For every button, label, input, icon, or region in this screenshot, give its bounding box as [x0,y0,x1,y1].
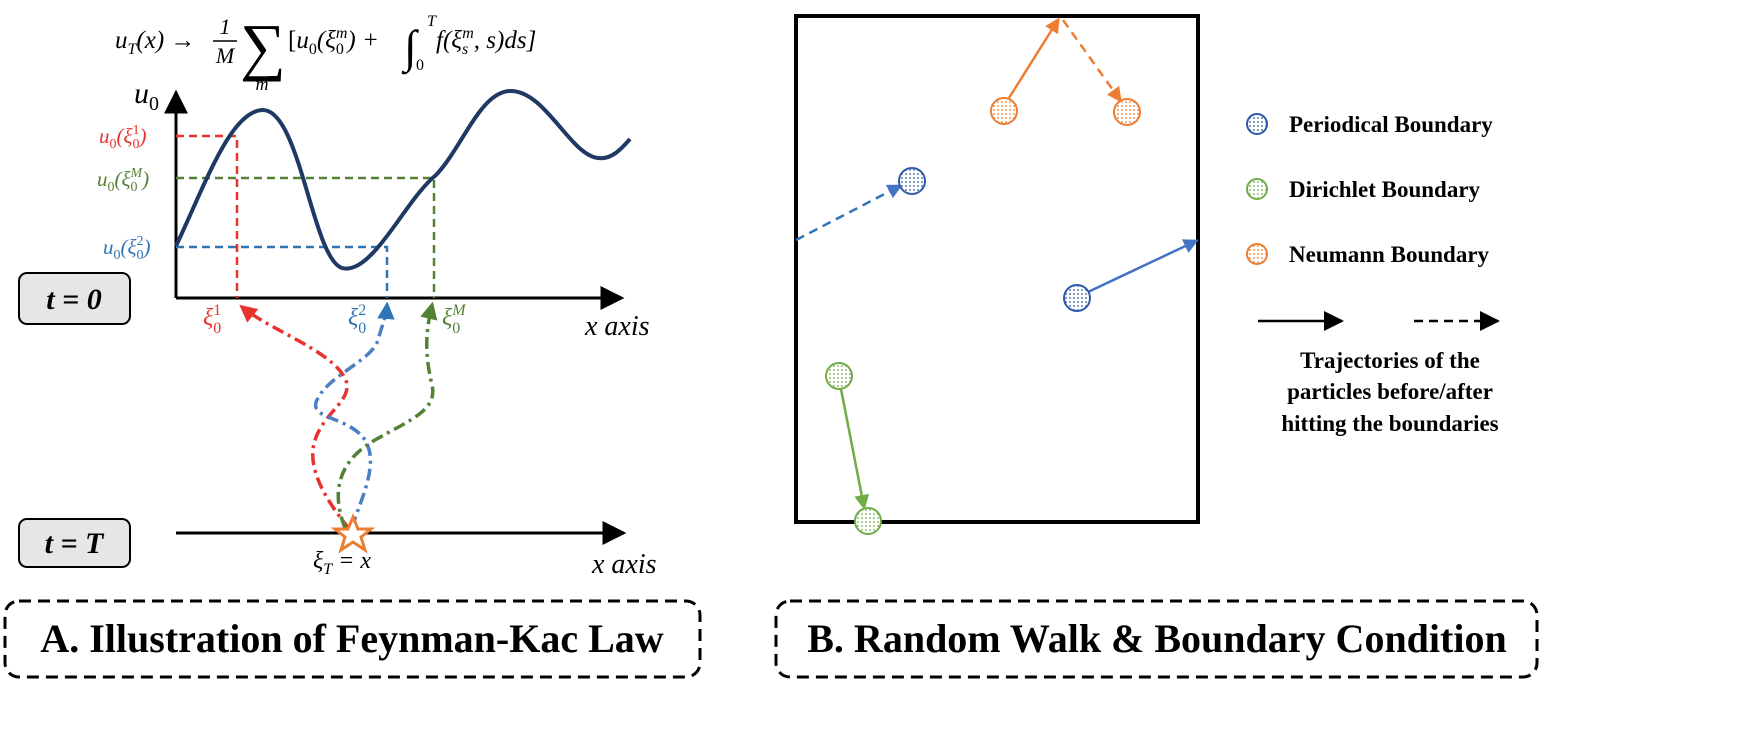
y-label-u0-xiM: u0(ξ0M) [97,166,149,195]
legend-dirichlet-label: Dirichlet Boundary [1289,177,1481,202]
periodical-solid-trajectory [1087,239,1199,294]
trajectory-note-line-2: particles before/after [1287,379,1493,404]
formula-int-lower: 0 [416,57,424,74]
panel-a: uT(x) → 1 M ∑ m [u0(ξ0m) + ∫ T 0 f(ξsm, … [3,11,702,679]
neumann-particle-left [990,97,1018,125]
y-label-u0-xi1: u0(ξ01) [99,123,147,152]
dirichlet-solid-trajectory [839,388,870,510]
xi-T-label: ξT = x [313,548,371,578]
trajectory-note-line-3: hitting the boundaries [1281,411,1498,436]
xiM-guide-line [176,176,436,298]
caption-b: B. Random Walk & Boundary Condition [807,616,1506,661]
path-red [239,304,352,532]
formula-integrand: f(ξsm, s)ds] [436,25,536,58]
x-axis-bottom-label: x axis [591,549,657,580]
legend-neumann-label: Neumann Boundary [1289,242,1490,267]
formula-sum-index: m [256,74,269,94]
formula-frac-num: 1 [220,14,231,39]
formula-frac-den: M [215,43,236,68]
star-icon [330,513,376,554]
feynman-kac-formula: uT(x) → [115,27,195,58]
periodical-dashed-trajectory [795,184,903,242]
trajectory-note-line-1: Trajectories of the [1300,348,1480,373]
formula-integral: ∫ [401,21,419,75]
x-label-xi2: ξ02 [348,302,366,337]
path-green [336,301,438,529]
periodical-particle-bottom [1063,284,1091,312]
xi1-guide-line [176,134,239,298]
formula-sum: ∑ [240,11,286,82]
tT-label: t = T [45,527,105,560]
formula-int-upper: T [427,13,437,30]
legend-neumann-marker [1246,243,1268,265]
u0-curve [174,88,632,271]
neumann-particle-right [1113,98,1141,126]
legend-dirichlet-marker [1246,178,1268,200]
y-label-u0-xi2: u0(ξ02) [103,234,151,263]
caption-a-box [3,599,702,679]
caption-b-box [774,599,1539,679]
t0-label: t = 0 [46,283,101,316]
neumann-solid-trajectory [1007,17,1060,99]
u0-axis-label: u0 [134,77,159,115]
x-axis-top-label: x axis [584,311,650,342]
legend-periodical-marker [1246,113,1268,135]
dirichlet-particle-bottom [854,507,882,535]
t0-box [18,272,131,325]
formula-body: [u0(ξ0m) + [288,25,379,58]
caption-a: A. Illustration of Feynman-Kac Law [40,616,663,661]
x-label-xiM: ξ0M [442,302,467,337]
xi2-guide-line [176,245,389,298]
domain-box [794,14,1200,524]
x-label-xi1: ξ01 [203,302,221,337]
path-blue [313,301,395,529]
neumann-dashed-trajectory [1061,19,1122,103]
legend-periodical-label: Periodical Boundary [1289,112,1493,137]
dirichlet-particle-top [825,362,853,390]
panel-b: Periodical Boundary Dirichlet Boundary N… [774,14,1539,679]
periodical-particle-top [898,167,926,195]
tT-box [18,518,131,568]
